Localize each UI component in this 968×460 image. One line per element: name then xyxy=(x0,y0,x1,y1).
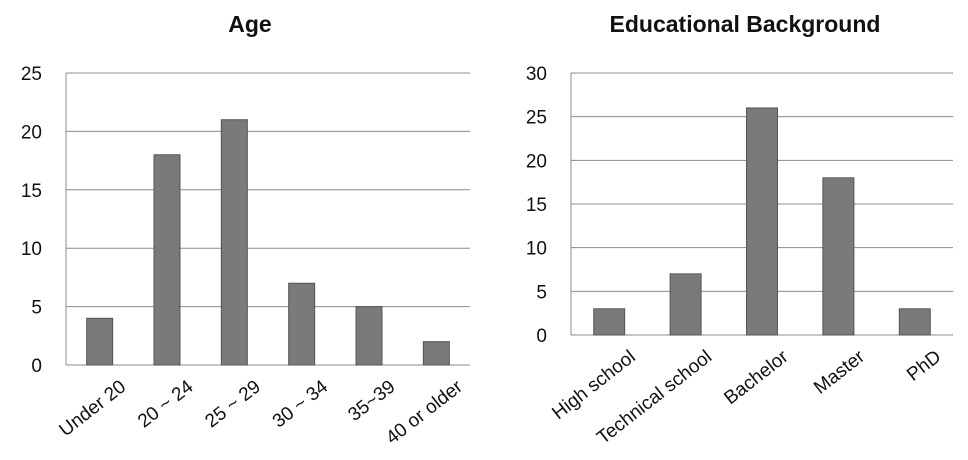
age-y-tick-label: 25 xyxy=(21,64,42,85)
education-y-tick-label: 15 xyxy=(526,195,547,216)
education-y-tick-label: 10 xyxy=(526,239,547,260)
education-y-tick-label: 0 xyxy=(536,326,547,347)
age-category-label: 40 or older xyxy=(382,376,467,449)
age-y-tick-label: 10 xyxy=(21,239,42,260)
age-bar xyxy=(355,306,383,366)
age-category-label: 30 ~ 34 xyxy=(269,376,333,432)
education-bar xyxy=(898,308,931,336)
age-chart-title: Age xyxy=(228,11,271,37)
education-y-tick-label: 25 xyxy=(526,108,547,129)
age-bar xyxy=(153,154,181,366)
age-bar xyxy=(86,317,114,366)
education-chart: Educational Background 051015202530High … xyxy=(526,11,953,449)
age-y-tick-label: 20 xyxy=(21,122,42,143)
age-category-label: Under 20 xyxy=(56,376,131,441)
education-y-tick-label: 5 xyxy=(536,282,547,303)
education-category-label: Master xyxy=(810,346,869,399)
education-y-tick-label: 30 xyxy=(526,64,547,85)
age-category-label: 25 ~ 29 xyxy=(201,376,264,432)
age-bar xyxy=(422,341,450,366)
education-bar xyxy=(822,177,855,336)
age-category-label: 20 ~ 24 xyxy=(134,376,198,432)
education-category-label: PhD xyxy=(903,346,945,385)
age-y-tick-label: 15 xyxy=(21,181,42,202)
education-bar xyxy=(593,308,626,336)
age-category-label: 35~39 xyxy=(344,376,399,425)
age-y-tick-label: 5 xyxy=(31,298,42,319)
age-bar xyxy=(288,282,316,366)
age-chart: Age 0 5 10 15 20 25 Under 20 20 ~ 24 25 ~ 29 30 ~… xyxy=(21,11,470,449)
education-y-tick-label: 20 xyxy=(526,151,547,172)
education-category-label: Bachelor xyxy=(720,346,793,409)
education-chart-title: Educational Background xyxy=(610,11,881,37)
education-bar xyxy=(669,273,702,336)
age-y-tick-label: 0 xyxy=(31,356,42,377)
age-bar xyxy=(220,119,248,366)
education-bar xyxy=(746,107,778,336)
